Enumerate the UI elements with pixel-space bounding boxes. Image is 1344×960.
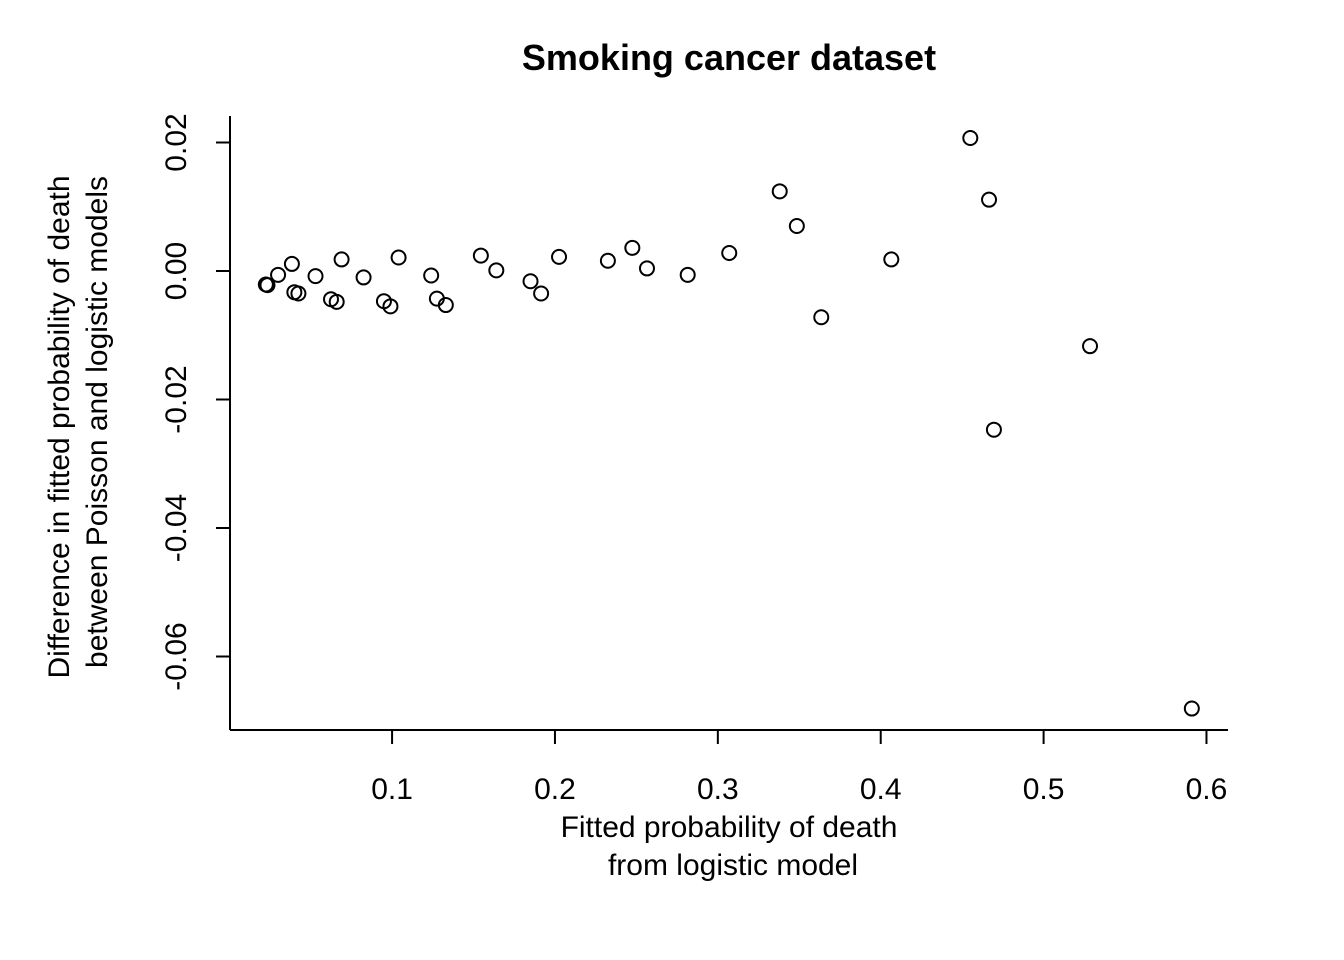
y-tick-label: -0.02 bbox=[160, 365, 193, 433]
y-axis-ticks: -0.06 -0.04 -0.02 0.00 0.02 bbox=[160, 113, 230, 691]
x-tick-label: 0.6 bbox=[1186, 773, 1228, 806]
data-point bbox=[355, 269, 372, 286]
data-point bbox=[599, 252, 616, 269]
data-point bbox=[437, 297, 454, 314]
x-tick-label: 0.3 bbox=[697, 773, 739, 806]
data-point bbox=[382, 298, 399, 315]
data-point bbox=[1082, 338, 1099, 355]
y-axis-label-line1: Difference in fitted probability of deat… bbox=[43, 175, 76, 678]
x-axis-label-line2: from logistic model bbox=[608, 849, 858, 882]
x-tick-label: 0.1 bbox=[371, 773, 413, 806]
data-points bbox=[257, 130, 1200, 717]
data-point bbox=[679, 266, 696, 283]
data-point bbox=[624, 239, 641, 256]
data-point bbox=[771, 183, 788, 200]
data-point bbox=[721, 245, 738, 262]
x-tick-label: 0.5 bbox=[1023, 773, 1065, 806]
x-axis-ticks: 0.1 0.2 0.3 0.4 0.5 0.6 bbox=[371, 730, 1227, 806]
data-point bbox=[788, 218, 805, 235]
x-tick-label: 0.2 bbox=[534, 773, 576, 806]
data-point bbox=[1183, 700, 1200, 717]
data-point bbox=[472, 247, 489, 264]
y-tick-label: 0.00 bbox=[160, 242, 193, 300]
data-point bbox=[522, 273, 539, 290]
data-point bbox=[307, 268, 324, 285]
data-point bbox=[328, 293, 345, 310]
y-tick-label: -0.04 bbox=[160, 494, 193, 562]
x-axis-label-line1: Fitted probability of death bbox=[561, 811, 898, 844]
data-point bbox=[283, 255, 300, 272]
data-point bbox=[551, 248, 568, 265]
data-point bbox=[883, 251, 900, 268]
data-point bbox=[259, 277, 276, 294]
data-point bbox=[533, 285, 550, 302]
data-point bbox=[813, 309, 830, 326]
data-point bbox=[985, 421, 1002, 438]
data-point bbox=[423, 267, 440, 284]
y-axis-label-line2: between Poisson and logistic models bbox=[81, 176, 114, 668]
chart-title: Smoking cancer dataset bbox=[522, 37, 936, 78]
data-point bbox=[638, 260, 655, 277]
data-point bbox=[390, 249, 407, 266]
data-point bbox=[333, 251, 350, 268]
data-point bbox=[290, 285, 307, 302]
data-point bbox=[962, 130, 979, 147]
data-point bbox=[488, 262, 505, 279]
data-point bbox=[981, 191, 998, 208]
y-tick-label: 0.02 bbox=[160, 113, 193, 171]
x-tick-label: 0.4 bbox=[860, 773, 902, 806]
data-point bbox=[270, 266, 287, 283]
y-tick-label: -0.06 bbox=[160, 622, 193, 690]
